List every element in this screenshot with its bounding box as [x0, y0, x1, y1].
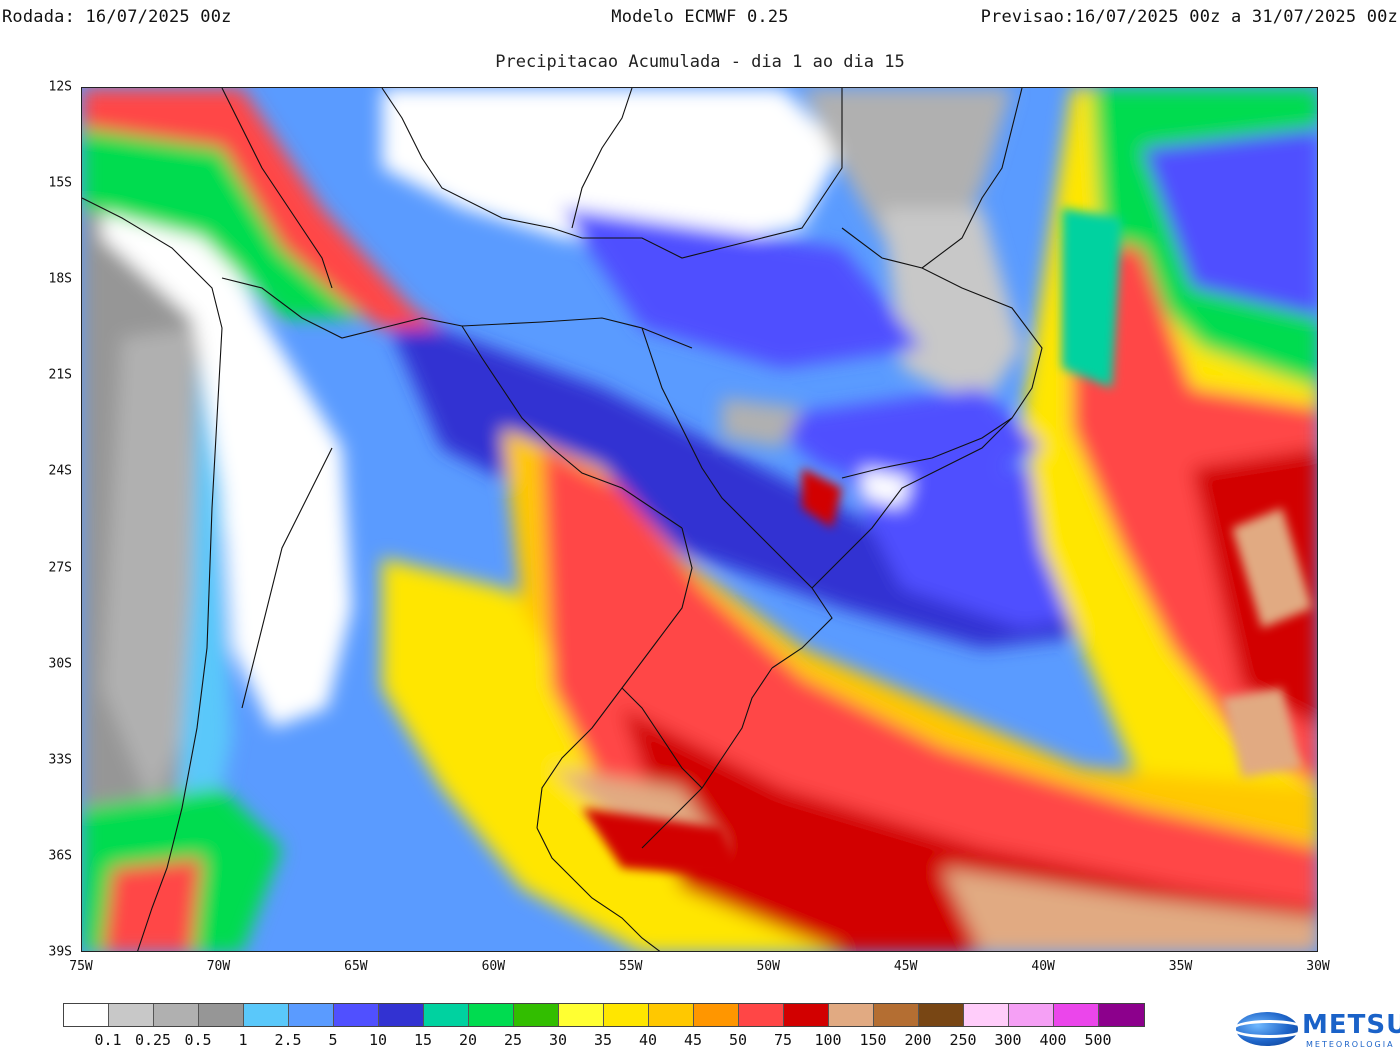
- legend-swatch: [424, 1004, 469, 1026]
- run-info: Rodada: 16/07/2025 00z: [2, 7, 232, 27]
- legend-label: 0.25: [134, 1031, 172, 1049]
- model-title: Modelo ECMWF 0.25: [611, 7, 789, 27]
- legend-label: 35: [593, 1031, 613, 1049]
- longitude-label: 65W: [344, 959, 368, 974]
- legend-label: 0.1: [94, 1031, 122, 1049]
- legend-swatch: [604, 1004, 649, 1026]
- legend-swatch: [919, 1004, 964, 1026]
- legend-label: 20: [458, 1031, 478, 1049]
- longitude-label: 35W: [1168, 959, 1193, 974]
- latitude-label: 39S: [48, 944, 72, 960]
- legend-swatch: [514, 1004, 559, 1026]
- legend-swatch: [1099, 1004, 1144, 1026]
- legend-swatch: [964, 1004, 1009, 1026]
- forecast-label: Previsao:: [980, 7, 1075, 27]
- metsul-logo: METSUL METEOROLOGIA: [1232, 1006, 1400, 1052]
- latitude-label: 30S: [48, 656, 72, 672]
- legend-swatch: [1009, 1004, 1054, 1026]
- legend-label: 50: [728, 1031, 748, 1049]
- forecast-info: Previsao:16/07/2025 00z a 31/07/2025 00z: [981, 7, 1398, 27]
- legend-swatch: [874, 1004, 919, 1026]
- latitude-label: 24S: [48, 463, 72, 479]
- legend-label: 2.5: [274, 1031, 302, 1049]
- legend-label: 10: [368, 1031, 388, 1049]
- legend-label: 500: [1084, 1031, 1112, 1049]
- legend-label: 200: [904, 1031, 932, 1049]
- legend-label: 0.5: [184, 1031, 212, 1049]
- longitude-label: 55W: [619, 959, 643, 974]
- legend-swatch: [199, 1004, 244, 1026]
- legend-label: 30: [548, 1031, 568, 1049]
- legend-label: 25: [503, 1031, 523, 1049]
- forecast-value: 16/07/2025 00z a 31/07/2025 00z: [1074, 7, 1398, 27]
- latitude-label: 33S: [48, 752, 72, 768]
- longitude-label: 70W: [206, 959, 231, 974]
- run-value: 16/07/2025 00z: [85, 7, 232, 27]
- legend-label: 15: [413, 1031, 433, 1049]
- run-label: Rodada:: [2, 7, 76, 27]
- legend-swatch: [1054, 1004, 1099, 1026]
- legend-swatch: [289, 1004, 334, 1026]
- latitude-label: 21S: [48, 367, 72, 383]
- legend-label: 150: [859, 1031, 887, 1049]
- longitude-label: 75W: [69, 959, 93, 974]
- logo-name: METSUL: [1302, 1010, 1400, 1040]
- legend-swatch: [829, 1004, 874, 1026]
- legend-swatch: [739, 1004, 784, 1026]
- legend-label: 1: [238, 1031, 248, 1049]
- longitude-label: 50W: [756, 959, 780, 974]
- political-boundaries: [82, 88, 1043, 951]
- legend-swatch: [64, 1004, 109, 1026]
- logo-tagline: METEOROLOGIA: [1306, 1040, 1395, 1049]
- legend-swatch: [379, 1004, 424, 1026]
- legend-label: 300: [994, 1031, 1022, 1049]
- map-subtitle: Precipitacao Acumulada - dia 1 ao dia 15: [495, 52, 905, 72]
- legend-swatch: [784, 1004, 829, 1026]
- legend-swatch: [334, 1004, 379, 1026]
- longitude-label: 40W: [1031, 959, 1055, 974]
- precipitation-field: [82, 88, 1317, 951]
- latitude-label: 12S: [48, 79, 72, 95]
- precipitation-map: [81, 87, 1318, 952]
- legend-swatch: [244, 1004, 289, 1026]
- latitude-label: 18S: [48, 271, 72, 287]
- latitude-label: 27S: [48, 560, 72, 576]
- latitude-label: 36S: [48, 848, 72, 864]
- legend-label: 40: [638, 1031, 658, 1049]
- legend-label: 400: [1039, 1031, 1067, 1049]
- legend-label: 250: [949, 1031, 977, 1049]
- legend-label: 5: [328, 1031, 338, 1049]
- longitude-label: 30W: [1306, 959, 1330, 974]
- globe-ring-icon: [1232, 1020, 1306, 1038]
- legend-swatch: [109, 1004, 154, 1026]
- legend-swatch: [559, 1004, 604, 1026]
- longitude-label: 60W: [481, 959, 506, 974]
- legend-swatch: [649, 1004, 694, 1026]
- longitude-label: 45W: [893, 959, 918, 974]
- legend-swatch: [469, 1004, 514, 1026]
- legend-swatch: [694, 1004, 739, 1026]
- legend-color-bar: [63, 1003, 1145, 1027]
- legend-label: 75: [773, 1031, 793, 1049]
- legend-label: 100: [814, 1031, 842, 1049]
- latitude-label: 15S: [48, 175, 72, 191]
- legend-label: 45: [683, 1031, 703, 1049]
- legend-swatch: [154, 1004, 199, 1026]
